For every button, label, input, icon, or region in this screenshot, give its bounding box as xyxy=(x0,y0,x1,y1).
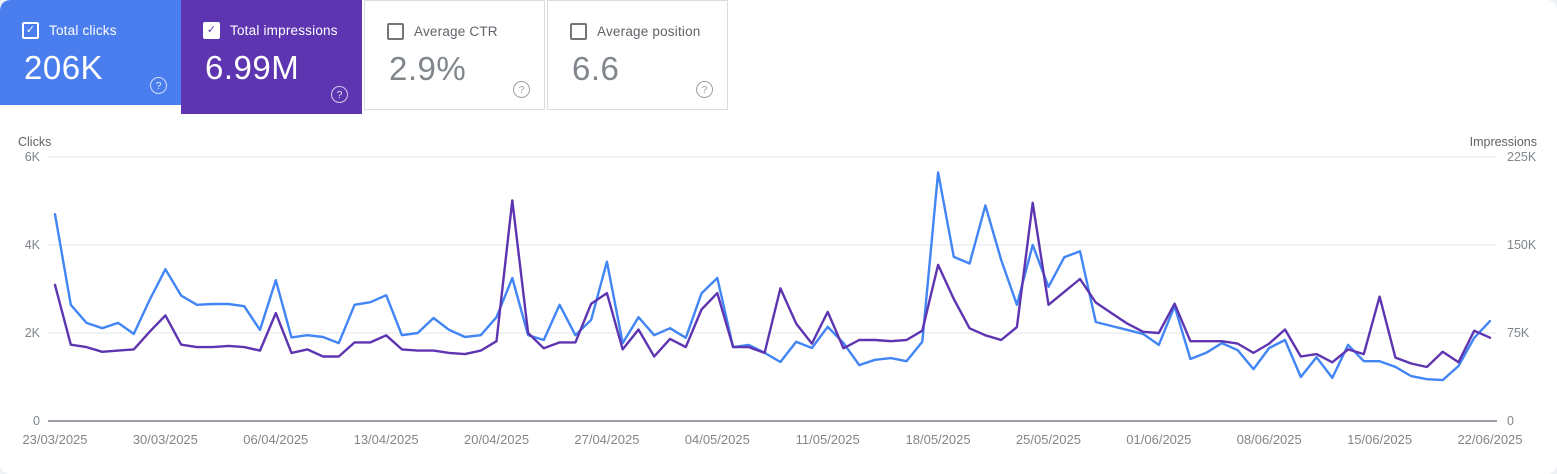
average-position-value: 6.6 xyxy=(572,50,620,87)
total-clicks-value: 206K xyxy=(24,49,104,86)
x-axis-label: 22/06/2025 xyxy=(1457,432,1523,447)
average-position-checkbox[interactable] xyxy=(570,23,587,40)
average-ctr-checkbox[interactable] xyxy=(387,23,404,40)
y-axis-tick-left: 6K xyxy=(24,150,40,164)
x-axis-label: 11/05/2025 xyxy=(795,432,860,447)
right-axis-title: Impressions xyxy=(1469,135,1537,149)
x-axis-label: 06/04/2025 xyxy=(243,432,309,447)
average-ctr-value: 2.9% xyxy=(389,50,467,87)
y-axis-tick-right: 75K xyxy=(1507,326,1530,340)
average-ctr-label: Average CTR xyxy=(414,24,498,39)
y-axis-tick-left: 2K xyxy=(24,326,40,340)
y-axis-tick-right: 150K xyxy=(1507,238,1537,252)
total-impressions-value: 6.99M xyxy=(205,49,300,86)
x-axis-label: 25/05/2025 xyxy=(1015,432,1081,447)
x-axis-label: 13/04/2025 xyxy=(353,432,419,447)
x-axis-label: 20/04/2025 xyxy=(463,432,530,447)
total-clicks-checkbox[interactable]: ✓ xyxy=(22,22,39,39)
clicks-line xyxy=(53,171,1492,382)
metric-card-average-ctr[interactable]: Average CTR 2.9% ? xyxy=(364,0,545,110)
help-icon[interactable]: ? xyxy=(331,86,348,103)
x-axis-label: 01/06/2025 xyxy=(1126,432,1192,447)
y-axis-tick-left: 4K xyxy=(24,238,40,252)
metric-cards-row: ✓ Total clicks 206K ? ✓ Total impression… xyxy=(0,0,728,114)
x-axis-label: 30/03/2025 xyxy=(132,432,198,447)
y-axis-tick-right: 0 xyxy=(1507,414,1514,428)
metric-card-total-impressions[interactable]: ✓ Total impressions 6.99M ? xyxy=(181,0,362,114)
performance-chart[interactable]: Clicks Impressions 0 2K 4K 6K 0 75K 150K 225K 2… xyxy=(0,131,1557,474)
y-axis-tick-left: 0 xyxy=(33,414,40,428)
total-impressions-label: Total impressions xyxy=(230,23,338,38)
x-axis-label: 27/04/2025 xyxy=(574,432,640,447)
left-axis-title: Clicks xyxy=(18,135,52,149)
x-axis-label: 23/03/2025 xyxy=(22,432,88,447)
chart-plot-area[interactable] xyxy=(0,131,1557,474)
help-icon[interactable]: ? xyxy=(150,77,167,94)
x-axis-label: 08/06/2025 xyxy=(1236,432,1302,447)
total-impressions-checkbox[interactable]: ✓ xyxy=(203,22,220,39)
x-axis-label: 04/05/2025 xyxy=(684,432,750,447)
y-axis-tick-right: 225K xyxy=(1507,150,1537,164)
metric-card-total-clicks[interactable]: ✓ Total clicks 206K ? xyxy=(0,0,181,105)
average-position-label: Average position xyxy=(597,24,701,39)
x-axis-label: 18/05/2025 xyxy=(905,432,971,447)
x-axis-label: 15/06/2025 xyxy=(1347,432,1413,447)
metric-card-average-position[interactable]: Average position 6.6 ? xyxy=(547,0,728,110)
total-clicks-label: Total clicks xyxy=(49,23,117,38)
help-icon[interactable]: ? xyxy=(696,81,713,98)
help-icon[interactable]: ? xyxy=(513,81,530,98)
impressions-line xyxy=(53,199,1492,369)
